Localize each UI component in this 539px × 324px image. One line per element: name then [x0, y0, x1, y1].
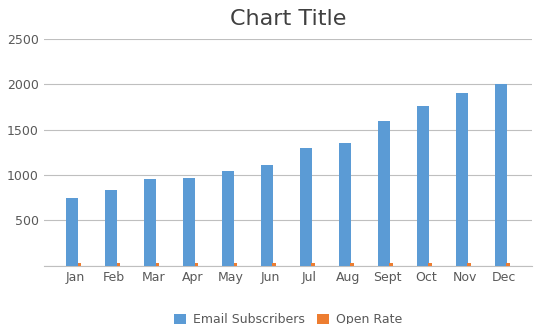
Bar	[78, 263, 81, 266]
Bar	[300, 148, 312, 266]
Bar	[261, 165, 273, 266]
Bar	[66, 198, 78, 266]
Bar	[429, 263, 432, 266]
Bar	[144, 179, 156, 266]
Bar	[455, 93, 468, 266]
Bar	[233, 263, 237, 266]
Bar	[116, 263, 120, 266]
Bar	[467, 263, 471, 266]
Bar	[312, 263, 315, 266]
Bar	[495, 84, 507, 266]
Bar	[378, 122, 390, 266]
Bar	[105, 191, 118, 266]
Bar	[350, 263, 354, 266]
Bar	[195, 263, 198, 266]
Title: Chart Title: Chart Title	[230, 9, 346, 29]
Bar	[338, 143, 351, 266]
Bar	[273, 263, 276, 266]
Bar	[222, 171, 234, 266]
Bar	[506, 263, 510, 266]
Bar	[417, 106, 429, 266]
Legend: Email Subscribers, Open Rate: Email Subscribers, Open Rate	[169, 308, 407, 324]
Bar	[183, 178, 195, 266]
Bar	[390, 263, 393, 266]
Bar	[156, 263, 159, 266]
